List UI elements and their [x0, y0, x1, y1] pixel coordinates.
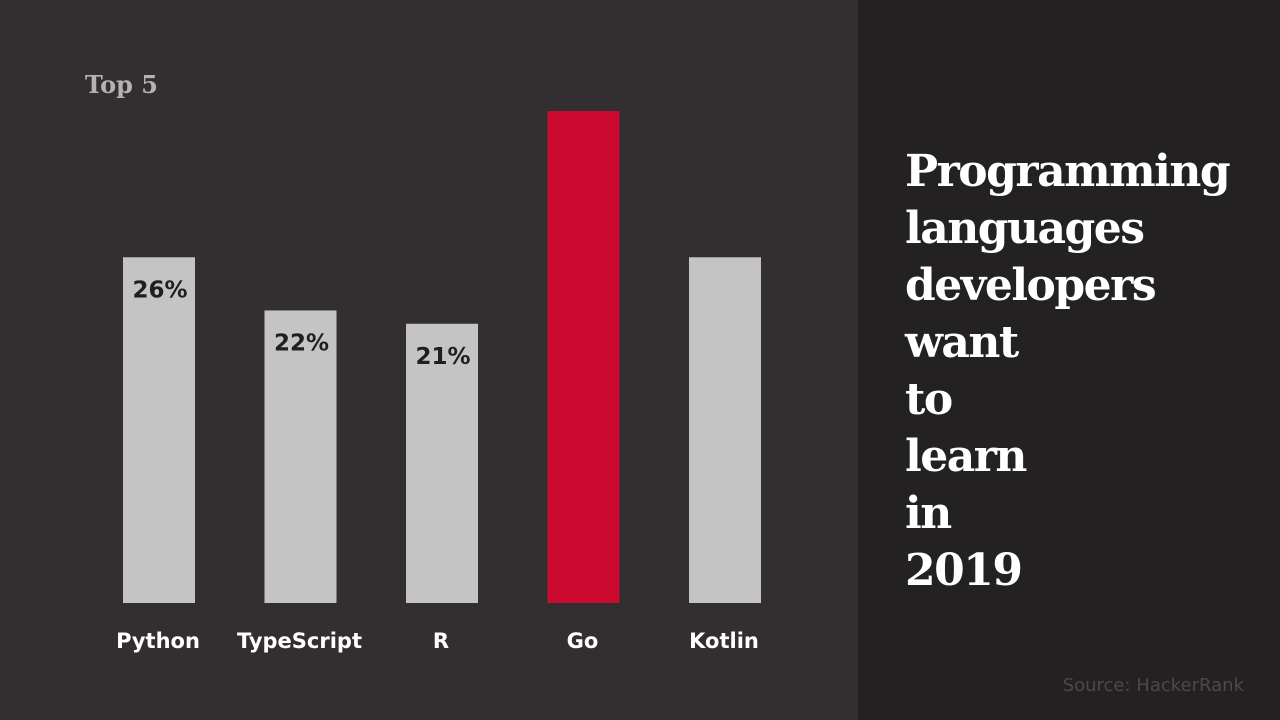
data-label-typescript: 22% — [274, 330, 329, 356]
data-label-python: 26% — [132, 277, 187, 303]
data-label-r: 21% — [415, 344, 470, 370]
bar-r — [406, 323, 478, 603]
bar-python — [123, 257, 195, 603]
category-label-typescript: TypeScript — [237, 629, 362, 653]
category-label-python: Python — [116, 629, 200, 653]
bar-kotlin — [689, 257, 761, 603]
category-label-go: Go — [567, 629, 599, 653]
chart-panel: Top 5 26% Python 22% TypeScript 21% R Go Kotlin — [85, 70, 761, 653]
category-label-kotlin: Kotlin — [689, 629, 759, 653]
side-panel — [858, 0, 1280, 720]
chart-subtitle: Top 5 — [85, 70, 158, 99]
bar-typescript — [264, 310, 337, 603]
bar-chart: 26% Python 22% TypeScript 21% R Go Kotlin — [116, 111, 761, 653]
bar-go — [547, 111, 620, 603]
source-note: Source: HackerRank — [1062, 675, 1244, 696]
chart-title: Programming languages developers want to… — [905, 146, 1231, 596]
category-label-r: R — [433, 629, 449, 653]
